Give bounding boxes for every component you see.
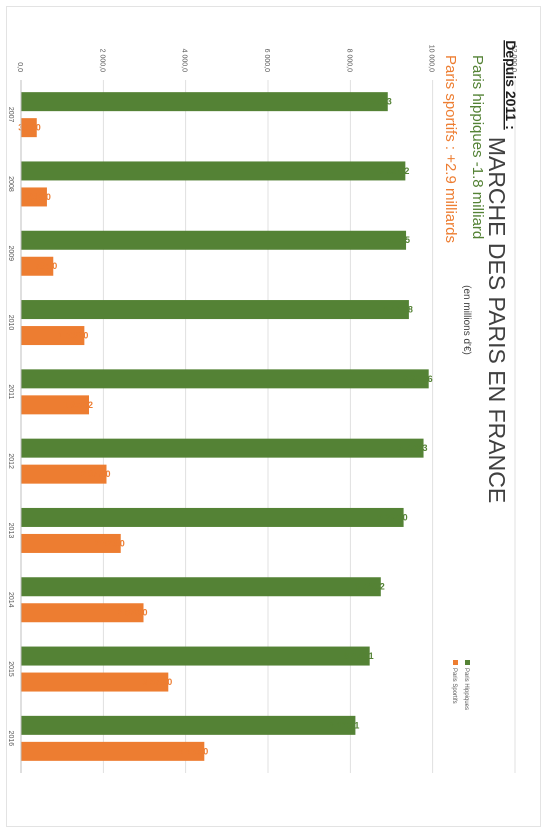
data-label-sportifs: 1 652,2 [63, 400, 93, 410]
data-label-hippiques: 8 123,1 [329, 720, 359, 730]
legend: Paris Hippiques Paris Sportifs [451, 660, 470, 710]
bar-paris-sportifs [21, 118, 37, 138]
data-label-hippiques: 9 903,6 [403, 374, 433, 384]
data-label-hippiques: 8 740,2 [355, 582, 385, 592]
bar-paris-sportifs [20, 741, 205, 761]
bar-paris-hippiques [21, 715, 356, 735]
data-label-hippiques: 8 909,3 [362, 97, 392, 107]
annotation-line-hippiques: Paris hippiques -1.8 milliard [469, 55, 486, 239]
bar-paris-sportifs [20, 533, 121, 553]
category-label: 2016 [7, 731, 14, 747]
category-label: 2009 [7, 245, 14, 261]
legend-swatch-hippiques [465, 660, 470, 665]
value-tick-label: 0,0 [16, 62, 23, 72]
bar-paris-hippiques [20, 369, 429, 389]
value-tick-label: 10 000,0 [428, 45, 435, 72]
bar-paris-sportifs [21, 326, 85, 346]
data-label-sportifs: 3 578,0 [142, 677, 172, 687]
data-label-hippiques: 9 336,2 [379, 166, 409, 176]
annotation-heading: Depuis 2011 : [503, 40, 519, 130]
annotation-line-sportifs: Paris sportifs : +2.9 milliards [442, 55, 459, 243]
bar-paris-sportifs [21, 464, 107, 484]
data-label-sportifs: 2 077,0 [80, 469, 110, 479]
category-label: 2010 [7, 315, 14, 331]
bars [20, 92, 429, 761]
bar-paris-hippiques [20, 230, 407, 250]
category-label: 2014 [7, 592, 14, 608]
value-tick-label: 4 000,0 [181, 49, 188, 72]
chart-subtitle: (en millions d'€) [461, 285, 472, 355]
data-label-sportifs: 1 539,0 [58, 331, 88, 341]
data-labels: 8 909,3 383,0 9 336,2 630,0 9 353,5 784,0 9 42… [18, 97, 432, 757]
category-label: 2012 [7, 453, 14, 469]
data-label-hippiques: 9 294,0 [378, 512, 408, 522]
category-label: 2008 [7, 176, 14, 192]
bar-paris-sportifs [21, 672, 169, 692]
category-label: 2015 [7, 661, 14, 677]
data-label-sportifs: 4 453,0 [178, 746, 208, 756]
bar-paris-hippiques [21, 507, 404, 527]
category-label: 2011 [7, 384, 14, 399]
data-label-sportifs: 2 976,0 [117, 608, 147, 618]
legend-label-sportifs: Paris Sportifs [451, 668, 457, 704]
data-label-sportifs: 784,0 [35, 261, 58, 271]
value-tick-label: 8 000,0 [345, 49, 352, 72]
bar-paris-hippiques [21, 92, 388, 112]
chart-title: MARCHE DES PARIS EN FRANCE [484, 137, 510, 503]
data-label-sportifs: 383,0 [18, 123, 41, 133]
category-label: 2007 [7, 107, 14, 123]
bar-paris-hippiques [21, 300, 409, 320]
data-label-hippiques: 8 470,1 [344, 651, 374, 661]
value-tick-label: 6 000,0 [263, 49, 270, 72]
bar-paris-sportifs [20, 187, 47, 207]
bar-paris-hippiques [21, 646, 370, 666]
value-tick-label: 2 000,0 [98, 49, 105, 72]
data-label-hippiques: 9 422,8 [383, 305, 413, 315]
legend-swatch-sportifs [453, 660, 458, 665]
bar-paris-sportifs [20, 256, 54, 276]
bar-paris-sportifs [21, 395, 90, 415]
bar-paris-hippiques [21, 161, 406, 181]
data-label-hippiques: 9 353,5 [380, 235, 410, 245]
data-label-hippiques: 9 778,3 [398, 443, 428, 453]
legend-label-hippiques: Paris Hippiques [463, 668, 469, 710]
category-label: 2013 [7, 523, 14, 539]
bar-paris-hippiques [21, 577, 381, 597]
value-tick-label: 12 000,0 [510, 45, 517, 72]
bar-paris-sportifs [20, 603, 144, 623]
data-label-sportifs: 630,0 [28, 192, 51, 202]
chart-frame [6, 6, 541, 827]
gridlines [20, 80, 516, 773]
data-label-sportifs: 2 423,0 [95, 538, 125, 548]
axes: 0,0 2 000,0 4 000,0 6 000,0 8 000,0 10 000,0 1… [7, 45, 517, 773]
bar-paris-hippiques [21, 438, 424, 458]
annotation-box: Depuis 2011 : Paris hippiques -1.8 milli… [442, 40, 519, 243]
